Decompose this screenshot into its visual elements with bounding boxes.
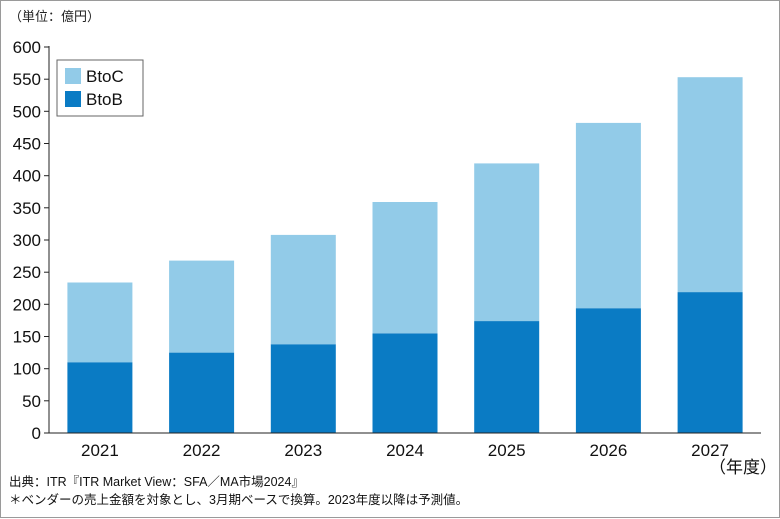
x-tick-label: 2027 bbox=[691, 441, 729, 460]
legend: BtoC BtoB bbox=[56, 59, 144, 117]
y-tick-label: 50 bbox=[22, 392, 41, 411]
x-tick-label: 2023 bbox=[284, 441, 322, 460]
y-tick-label: 600 bbox=[13, 38, 41, 57]
x-tick-label: 2024 bbox=[386, 441, 424, 460]
x-unit-label: （年度） bbox=[709, 458, 777, 477]
legend-swatch-btoc bbox=[65, 68, 81, 84]
bar-btoc-2025 bbox=[474, 163, 540, 321]
y-tick-label: 150 bbox=[13, 328, 41, 347]
legend-swatch-btob bbox=[65, 91, 81, 107]
unit-label: （単位：億円） bbox=[9, 9, 100, 24]
x-tick-label: 2026 bbox=[589, 441, 627, 460]
y-tick-label: 500 bbox=[13, 102, 41, 121]
source-note: 出典：ITR『ITR Market View：SFA／MA市場2024』 bbox=[9, 474, 304, 489]
y-tick-label: 100 bbox=[13, 360, 41, 379]
y-tick-label: 450 bbox=[13, 135, 41, 154]
y-tick-label: 300 bbox=[13, 231, 41, 250]
y-tick-label: 350 bbox=[13, 199, 41, 218]
bar-btoc-2023 bbox=[270, 234, 336, 345]
x-tick-label: 2021 bbox=[81, 441, 119, 460]
bar-btob-2023 bbox=[270, 344, 336, 433]
x-tick-label: 2025 bbox=[488, 441, 526, 460]
legend-label-btoc: BtoC bbox=[86, 67, 124, 86]
x-tick-label: 2022 bbox=[183, 441, 221, 460]
y-tick-label: 400 bbox=[13, 167, 41, 186]
bar-btoc-2024 bbox=[372, 202, 438, 334]
y-tick-label: 200 bbox=[13, 295, 41, 314]
plot-area: 2021 2022 2023 2024 2025 2026 2027 0 50 100 150 200… bbox=[13, 38, 761, 460]
bar-btob-2026 bbox=[575, 308, 641, 433]
bar-btob-2027 bbox=[677, 292, 743, 433]
y-tick-label: 0 bbox=[32, 424, 41, 443]
bar-btob-2025 bbox=[474, 321, 540, 433]
y-tick-label: 550 bbox=[13, 70, 41, 89]
bar-btoc-2026 bbox=[575, 122, 641, 309]
bar-btob-2022 bbox=[169, 352, 235, 433]
bar-btob-2024 bbox=[372, 333, 438, 433]
bar-btoc-2021 bbox=[67, 282, 133, 363]
y-tick-label: 250 bbox=[13, 263, 41, 282]
bar-btoc-2022 bbox=[169, 260, 235, 353]
forecast-note: ＊ベンダーの売上金額を対象とし、3月期ベースで換算。2023年度以降は予測値。 bbox=[9, 492, 468, 507]
bar-btob-2021 bbox=[67, 362, 133, 433]
legend-label-btob: BtoB bbox=[86, 90, 123, 109]
bar-btoc-2027 bbox=[677, 77, 743, 293]
